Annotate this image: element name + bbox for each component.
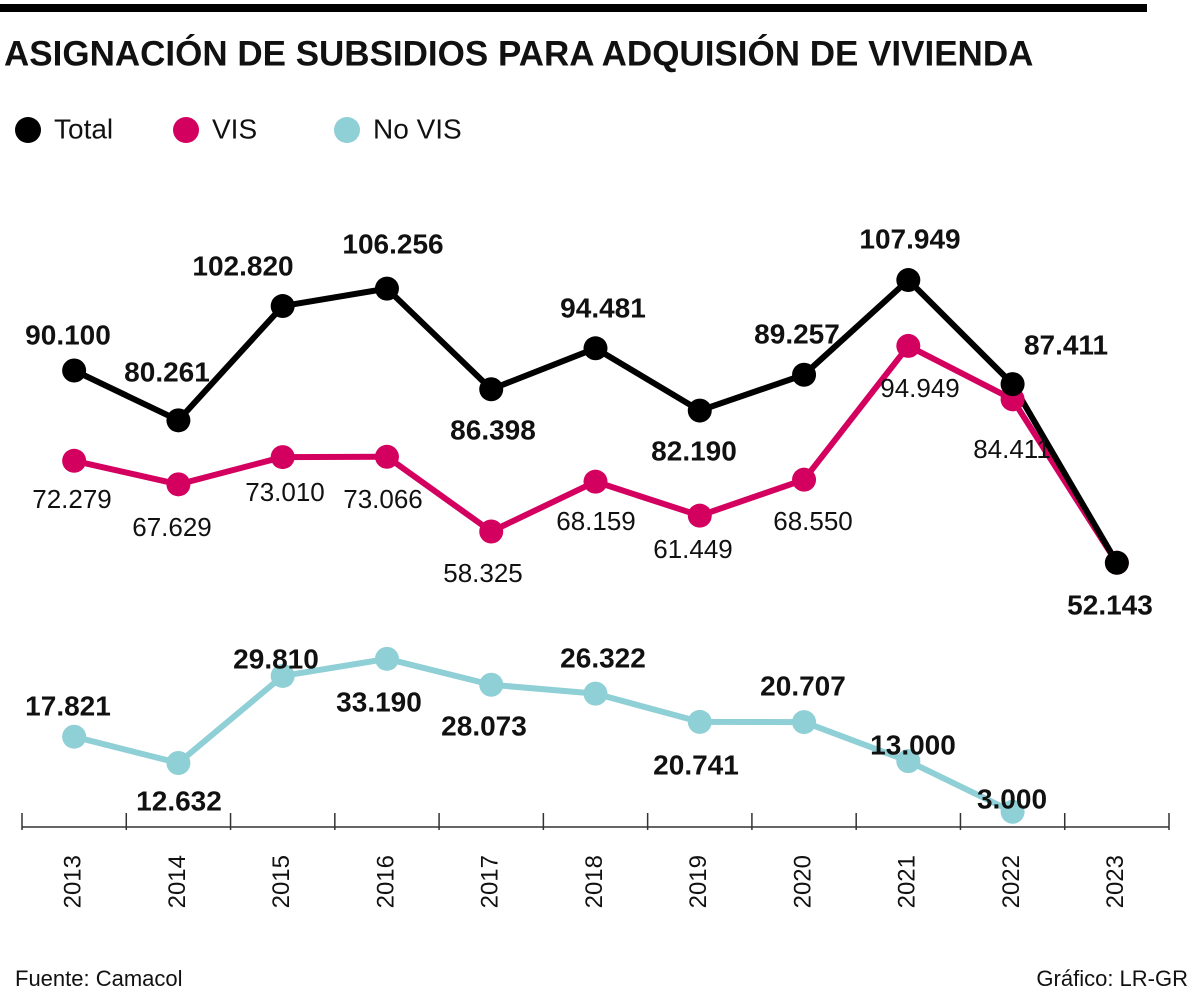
data-point (687, 398, 712, 423)
legend-marker (173, 117, 199, 143)
x-tick-label: 2017 (477, 855, 504, 908)
data-point (792, 362, 817, 387)
value-label: 20.707 (760, 670, 846, 701)
value-label: 52.143 (1067, 589, 1153, 620)
value-label: 12.632 (136, 785, 222, 816)
data-point (896, 268, 921, 293)
value-label: 94.949 (880, 373, 960, 403)
top-rule (0, 4, 1147, 12)
data-point (896, 749, 921, 774)
value-label: 106.256 (342, 228, 443, 259)
value-label: 86.398 (450, 414, 536, 445)
x-tick-label: 2015 (268, 855, 295, 908)
data-point (1104, 550, 1129, 575)
value-label: 17.821 (25, 690, 111, 721)
x-tick-label: 2023 (1102, 855, 1129, 908)
data-point (374, 646, 399, 671)
data-point (62, 358, 87, 383)
data-point (583, 336, 608, 361)
value-label: 61.449 (653, 534, 733, 564)
data-point (1000, 799, 1025, 824)
value-label: 28.073 (441, 710, 527, 741)
x-tick-label: 2016 (372, 855, 399, 908)
data-point (896, 333, 921, 358)
data-point (792, 710, 817, 735)
credit: Gráfico: LR-GR (1036, 966, 1188, 991)
value-label: 20.741 (653, 749, 739, 780)
data-point (479, 377, 504, 402)
value-label: 33.190 (336, 686, 422, 717)
value-label: 29.810 (233, 643, 319, 674)
source: Fuente: Camacol (15, 966, 183, 991)
value-label: 13.000 (870, 729, 956, 760)
data-point (583, 469, 608, 494)
data-point (270, 663, 295, 688)
value-label: 107.949 (859, 223, 960, 254)
data-point (374, 276, 399, 301)
x-tick-label: 2020 (789, 855, 816, 908)
value-label: 58.325 (443, 558, 523, 588)
x-tick-label: 2021 (894, 855, 921, 908)
legend-label: No VIS (373, 113, 462, 144)
data-point (479, 519, 504, 544)
series-line (73, 655, 1014, 815)
data-point (687, 709, 712, 734)
data-point (166, 750, 191, 775)
legend-label: VIS (212, 113, 257, 144)
value-label: 89.257 (754, 318, 840, 349)
value-label: 67.629 (132, 512, 212, 542)
data-point (1000, 372, 1025, 397)
x-tick-label: 2014 (164, 855, 191, 908)
legend-label: Total (54, 113, 113, 144)
value-label: 73.010 (245, 477, 325, 507)
legend-marker (334, 117, 360, 143)
value-label: 80.261 (124, 356, 210, 387)
value-label: 87.411 (1024, 329, 1108, 360)
legend-marker (15, 117, 41, 143)
value-label: 26.322 (560, 642, 646, 673)
data-point (166, 472, 191, 497)
value-label: 90.100 (25, 319, 111, 350)
data-point (479, 672, 504, 697)
value-label: 68.550 (773, 506, 853, 536)
value-label: 68.159 (556, 506, 636, 536)
data-point (270, 294, 295, 319)
data-point (792, 467, 817, 492)
value-label: 73.066 (343, 484, 423, 514)
data-point (270, 445, 295, 470)
data-point (166, 408, 191, 433)
value-label: 94.481 (560, 292, 646, 323)
value-label: 3.000 (977, 783, 1047, 814)
value-label: 102.820 (192, 250, 293, 281)
x-tick-label: 2013 (59, 855, 86, 908)
data-point (62, 724, 87, 749)
data-point (62, 448, 87, 473)
data-point (583, 681, 608, 706)
value-label: 82.190 (651, 435, 737, 466)
value-label: 72.279 (32, 484, 112, 514)
data-point (687, 503, 712, 528)
x-tick-label: 2022 (998, 855, 1025, 908)
x-tick-label: 2018 (581, 855, 608, 908)
value-label: 84.411 (973, 434, 1051, 464)
data-point (374, 444, 399, 469)
x-tick-label: 2019 (685, 855, 712, 908)
chart-title: ASIGNACIÓN DE SUBSIDIOS PARA ADQUISIÓN D… (4, 33, 1033, 73)
